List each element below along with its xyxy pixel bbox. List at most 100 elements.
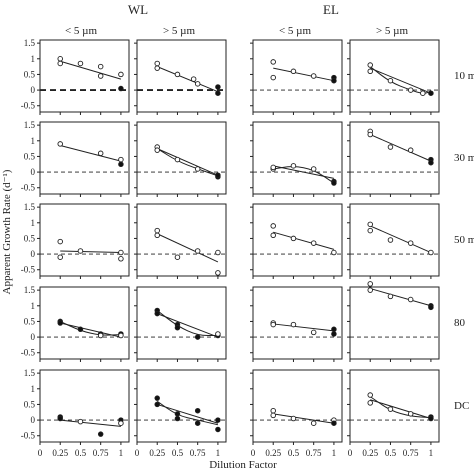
panel-frame	[349, 121, 440, 195]
data-point-open	[77, 60, 84, 67]
y-tick-label: 1.5	[24, 120, 36, 130]
fit-line	[273, 231, 335, 250]
fit-line	[60, 144, 122, 162]
data-point-open	[387, 237, 394, 243]
y-tick-label: 1	[31, 301, 36, 311]
column-label-1: < 5 µm	[65, 25, 98, 37]
y-tick-label: 1	[31, 218, 36, 228]
y-tick-label: 0.5	[24, 399, 36, 409]
data-point-open	[215, 270, 221, 276]
data-point-filled	[118, 85, 124, 92]
panel-r2-c3	[250, 121, 343, 197]
data-point-open	[270, 321, 276, 328]
data-point-open	[154, 227, 160, 234]
panel-r4-c2	[134, 286, 227, 362]
data-point-filled	[331, 420, 337, 426]
y-tick-label: 0	[31, 332, 36, 342]
panel-r1-c2	[134, 39, 227, 115]
data-point-open	[215, 331, 221, 337]
panel-r1-c4	[347, 39, 440, 115]
data-point-filled	[215, 417, 221, 423]
panel-r4-c3	[250, 286, 343, 362]
data-point-filled	[194, 334, 201, 340]
panel-r1-c1: -0.5 0 0.5 1 1.5	[21, 38, 130, 115]
data-point-open	[154, 232, 160, 239]
panel-frame	[252, 121, 343, 195]
panel-frame	[136, 39, 227, 113]
data-point-open	[174, 156, 181, 163]
data-point-filled	[428, 304, 434, 311]
panel-frame	[252, 369, 343, 443]
data-point-open	[118, 332, 124, 339]
fit-line	[157, 148, 219, 176]
row-label-1: 10 m	[454, 70, 474, 82]
data-point-open	[270, 223, 276, 229]
data-point-filled	[331, 326, 337, 333]
data-point-open	[407, 87, 414, 93]
data-point-open	[270, 59, 276, 65]
data-point-open	[57, 254, 63, 260]
panel-frame	[349, 286, 440, 360]
panel-frame	[136, 121, 227, 195]
fit-line	[370, 399, 432, 419]
panel-frame	[252, 203, 343, 277]
fit-line	[60, 250, 121, 254]
panel-frame	[39, 203, 130, 277]
data-point-open	[154, 65, 160, 71]
x-tick-label: 0.25	[362, 448, 378, 458]
y-tick-label: -0.5	[21, 101, 36, 111]
data-point-open	[270, 412, 276, 419]
panel-frame	[349, 369, 440, 443]
data-point-open	[367, 227, 373, 234]
y-tick-label: 0	[31, 167, 36, 177]
y-tick-label: -0.5	[21, 348, 36, 358]
x-axis-label: Dilution Factor	[209, 459, 277, 471]
panel-r5-c4: 0 0.25 0.5 0.75 1	[347, 369, 440, 458]
x-tick-label: 1	[119, 448, 124, 458]
fit-curve	[273, 166, 335, 184]
panel-r5-c1: -0.500.511.50 0.25 0.5 0.75 1	[21, 368, 130, 458]
data-point-filled	[154, 401, 160, 408]
fit-curve	[60, 320, 121, 336]
fit-line	[370, 288, 432, 307]
y-tick-label: 1	[31, 384, 36, 394]
column-label-2: > 5 µm	[163, 25, 196, 37]
data-point-open	[194, 166, 201, 172]
fit-line	[370, 67, 432, 94]
data-point-open	[407, 147, 414, 153]
data-point-open	[407, 411, 414, 417]
data-point-open	[367, 287, 373, 293]
data-point-open	[367, 221, 373, 228]
x-tick-label: 0.25	[52, 448, 68, 458]
y-tick-label: 1.5	[24, 38, 36, 48]
panel-r5-c3: 0 0.25 0.5 0.75 1	[250, 369, 343, 458]
data-point-filled	[331, 77, 337, 84]
data-point-open	[97, 150, 104, 157]
data-point-filled	[428, 159, 434, 166]
data-point-open	[310, 329, 317, 336]
data-point-filled	[118, 161, 124, 168]
fit-line	[157, 403, 219, 424]
y-tick-label: 1.5	[24, 202, 36, 212]
data-point-open	[118, 156, 124, 163]
data-point-open	[290, 68, 297, 75]
data-point-open	[57, 56, 63, 62]
data-point-open	[310, 166, 317, 172]
data-point-open	[290, 415, 297, 422]
y-tick-label: 1	[31, 54, 36, 64]
y-tick-label: -0.5	[21, 265, 36, 275]
x-tick-label: 1	[332, 448, 337, 458]
data-point-open	[215, 249, 221, 256]
panel-r1-c3	[250, 39, 343, 115]
y-tick-label: 0	[31, 85, 36, 95]
data-point-open	[387, 406, 394, 412]
fit-line	[273, 323, 334, 332]
fit-line	[273, 413, 334, 424]
panel-frame	[39, 39, 130, 113]
data-point-open	[57, 60, 63, 67]
panel-frame	[39, 286, 130, 360]
x-tick-label: 0.25	[149, 448, 165, 458]
fit-curve	[156, 400, 219, 426]
x-tick-label: 1	[216, 448, 221, 458]
